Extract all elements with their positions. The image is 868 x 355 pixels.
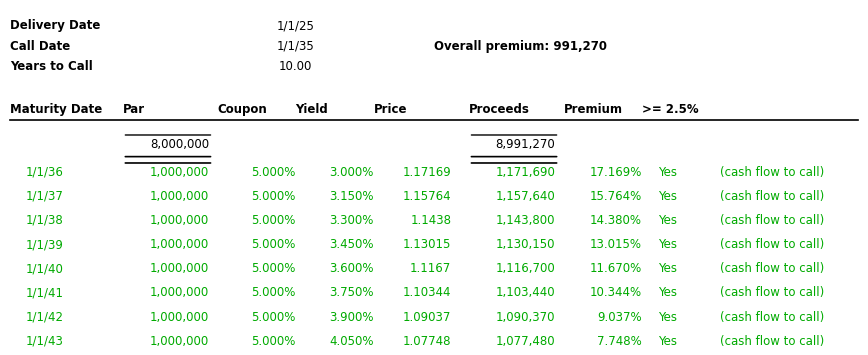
Text: 3.450%: 3.450% bbox=[329, 238, 373, 251]
Text: 5.000%: 5.000% bbox=[251, 165, 296, 179]
Text: Maturity Date: Maturity Date bbox=[10, 103, 102, 116]
Text: 1/1/40: 1/1/40 bbox=[26, 262, 63, 275]
Text: Call Date: Call Date bbox=[10, 39, 70, 53]
Text: 1/1/42: 1/1/42 bbox=[26, 311, 63, 324]
Text: 1,000,000: 1,000,000 bbox=[150, 262, 209, 275]
Text: Yes: Yes bbox=[658, 262, 677, 275]
Text: 1.07748: 1.07748 bbox=[403, 335, 451, 348]
Text: 1.1438: 1.1438 bbox=[411, 214, 451, 227]
Text: 1,000,000: 1,000,000 bbox=[150, 238, 209, 251]
Text: 5.000%: 5.000% bbox=[251, 238, 296, 251]
Text: 5.000%: 5.000% bbox=[251, 262, 296, 275]
Text: Yes: Yes bbox=[658, 214, 677, 227]
Text: 1/1/25: 1/1/25 bbox=[277, 19, 314, 32]
Text: 3.750%: 3.750% bbox=[329, 286, 373, 299]
Text: 11.670%: 11.670% bbox=[589, 262, 641, 275]
Text: 10.00: 10.00 bbox=[279, 60, 312, 73]
Text: 1,090,370: 1,090,370 bbox=[496, 311, 556, 324]
Text: 1/1/38: 1/1/38 bbox=[26, 214, 63, 227]
Text: 14.380%: 14.380% bbox=[589, 214, 641, 227]
Text: 1,077,480: 1,077,480 bbox=[496, 335, 556, 348]
Text: 8,000,000: 8,000,000 bbox=[150, 137, 209, 151]
Text: 1,143,800: 1,143,800 bbox=[496, 214, 556, 227]
Text: Yes: Yes bbox=[658, 286, 677, 299]
Text: Par: Par bbox=[122, 103, 145, 116]
Text: (cash flow to call): (cash flow to call) bbox=[720, 238, 824, 251]
Text: 17.169%: 17.169% bbox=[589, 165, 641, 179]
Text: Yes: Yes bbox=[658, 311, 677, 324]
Text: 8,991,270: 8,991,270 bbox=[496, 137, 556, 151]
Text: 5.000%: 5.000% bbox=[251, 335, 296, 348]
Text: 13.015%: 13.015% bbox=[589, 238, 641, 251]
Text: 5.000%: 5.000% bbox=[251, 286, 296, 299]
Text: 1,157,640: 1,157,640 bbox=[496, 190, 556, 203]
Text: 1,000,000: 1,000,000 bbox=[150, 311, 209, 324]
Text: 1,000,000: 1,000,000 bbox=[150, 335, 209, 348]
Text: Yes: Yes bbox=[658, 165, 677, 179]
Text: 1,130,150: 1,130,150 bbox=[496, 238, 556, 251]
Text: Years to Call: Years to Call bbox=[10, 60, 93, 73]
Text: Premium: Premium bbox=[564, 103, 622, 116]
Text: 1,000,000: 1,000,000 bbox=[150, 190, 209, 203]
Text: 1/1/39: 1/1/39 bbox=[26, 238, 63, 251]
Text: Delivery Date: Delivery Date bbox=[10, 19, 101, 32]
Text: 1.15764: 1.15764 bbox=[403, 190, 451, 203]
Text: (cash flow to call): (cash flow to call) bbox=[720, 262, 824, 275]
Text: >= 2.5%: >= 2.5% bbox=[641, 103, 698, 116]
Text: Yes: Yes bbox=[658, 190, 677, 203]
Text: 1.10344: 1.10344 bbox=[403, 286, 451, 299]
Text: 1/1/41: 1/1/41 bbox=[26, 286, 63, 299]
Text: 1,000,000: 1,000,000 bbox=[150, 214, 209, 227]
Text: 1/1/35: 1/1/35 bbox=[277, 39, 314, 53]
Text: 7.748%: 7.748% bbox=[597, 335, 641, 348]
Text: 1/1/36: 1/1/36 bbox=[26, 165, 63, 179]
Text: (cash flow to call): (cash flow to call) bbox=[720, 286, 824, 299]
Text: Yield: Yield bbox=[296, 103, 328, 116]
Text: (cash flow to call): (cash flow to call) bbox=[720, 190, 824, 203]
Text: 1,116,700: 1,116,700 bbox=[496, 262, 556, 275]
Text: 1,171,690: 1,171,690 bbox=[496, 165, 556, 179]
Text: 1,103,440: 1,103,440 bbox=[496, 286, 556, 299]
Text: Yes: Yes bbox=[658, 335, 677, 348]
Text: (cash flow to call): (cash flow to call) bbox=[720, 214, 824, 227]
Text: Price: Price bbox=[373, 103, 407, 116]
Text: 1.09037: 1.09037 bbox=[403, 311, 451, 324]
Text: 5.000%: 5.000% bbox=[251, 311, 296, 324]
Text: 3.900%: 3.900% bbox=[329, 311, 373, 324]
Text: (cash flow to call): (cash flow to call) bbox=[720, 165, 824, 179]
Text: 3.300%: 3.300% bbox=[329, 214, 373, 227]
Text: Overall premium: 991,270: Overall premium: 991,270 bbox=[434, 39, 607, 53]
Text: 3.000%: 3.000% bbox=[329, 165, 373, 179]
Text: 1.17169: 1.17169 bbox=[403, 165, 451, 179]
Text: 4.050%: 4.050% bbox=[329, 335, 373, 348]
Text: 15.764%: 15.764% bbox=[589, 190, 641, 203]
Text: 1/1/37: 1/1/37 bbox=[26, 190, 63, 203]
Text: 1/1/43: 1/1/43 bbox=[26, 335, 63, 348]
Text: 3.150%: 3.150% bbox=[329, 190, 373, 203]
Text: 3.600%: 3.600% bbox=[329, 262, 373, 275]
Text: 9.037%: 9.037% bbox=[597, 311, 641, 324]
Text: 10.344%: 10.344% bbox=[589, 286, 641, 299]
Text: (cash flow to call): (cash flow to call) bbox=[720, 311, 824, 324]
Text: 5.000%: 5.000% bbox=[251, 190, 296, 203]
Text: 1,000,000: 1,000,000 bbox=[150, 286, 209, 299]
Text: Yes: Yes bbox=[658, 238, 677, 251]
Text: Proceeds: Proceeds bbox=[469, 103, 529, 116]
Text: 1.13015: 1.13015 bbox=[403, 238, 451, 251]
Text: 1.1167: 1.1167 bbox=[410, 262, 451, 275]
Text: 1,000,000: 1,000,000 bbox=[150, 165, 209, 179]
Text: 5.000%: 5.000% bbox=[251, 214, 296, 227]
Text: (cash flow to call): (cash flow to call) bbox=[720, 335, 824, 348]
Text: Coupon: Coupon bbox=[218, 103, 267, 116]
